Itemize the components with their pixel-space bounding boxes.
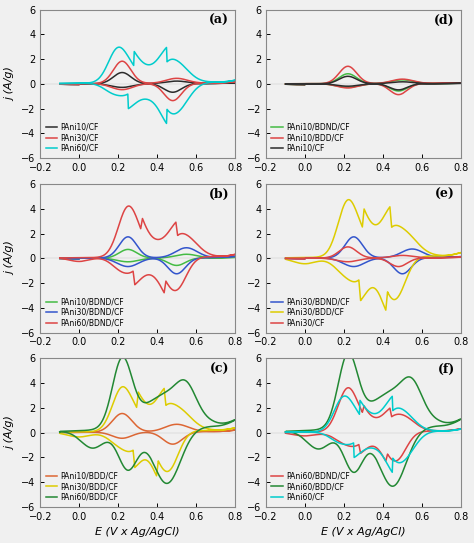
Legend: PAni10/CF, PAni30/CF, PAni60/CF: PAni10/CF, PAni30/CF, PAni60/CF <box>44 121 100 154</box>
Legend: PAni10/BDND/CF, PAni30/BDND/CF, PAni60/BDND/CF: PAni10/BDND/CF, PAni30/BDND/CF, PAni60/B… <box>44 296 126 329</box>
X-axis label: E (V x Ag/AgCl): E (V x Ag/AgCl) <box>95 527 180 538</box>
Text: (d): (d) <box>434 14 455 27</box>
Y-axis label: j (A/g): j (A/g) <box>6 416 16 450</box>
Text: (e): (e) <box>435 188 455 201</box>
Text: (b): (b) <box>209 188 229 201</box>
Legend: PAni60/BDND/CF, PAni60/BDD/CF, PAni60/CF: PAni60/BDND/CF, PAni60/BDD/CF, PAni60/CF <box>270 470 351 503</box>
X-axis label: E (V x Ag/AgCl): E (V x Ag/AgCl) <box>321 527 406 538</box>
Text: (c): (c) <box>210 363 229 376</box>
Y-axis label: j (A/g): j (A/g) <box>6 241 16 275</box>
Text: (a): (a) <box>209 14 229 27</box>
Text: (f): (f) <box>438 363 455 376</box>
Legend: PAni30/BDND/CF, PAni30/BDD/CF, PAni30/CF: PAni30/BDND/CF, PAni30/BDD/CF, PAni30/CF <box>270 296 351 329</box>
Y-axis label: j (A/g): j (A/g) <box>6 67 16 101</box>
Legend: PAni10/BDD/CF, PAni30/BDD/CF, PAni60/BDD/CF: PAni10/BDD/CF, PAni30/BDD/CF, PAni60/BDD… <box>44 470 120 503</box>
Legend: PAni10/BDND/CF, PAni10/BDD/CF, PAni10/CF: PAni10/BDND/CF, PAni10/BDD/CF, PAni10/CF <box>270 121 351 154</box>
